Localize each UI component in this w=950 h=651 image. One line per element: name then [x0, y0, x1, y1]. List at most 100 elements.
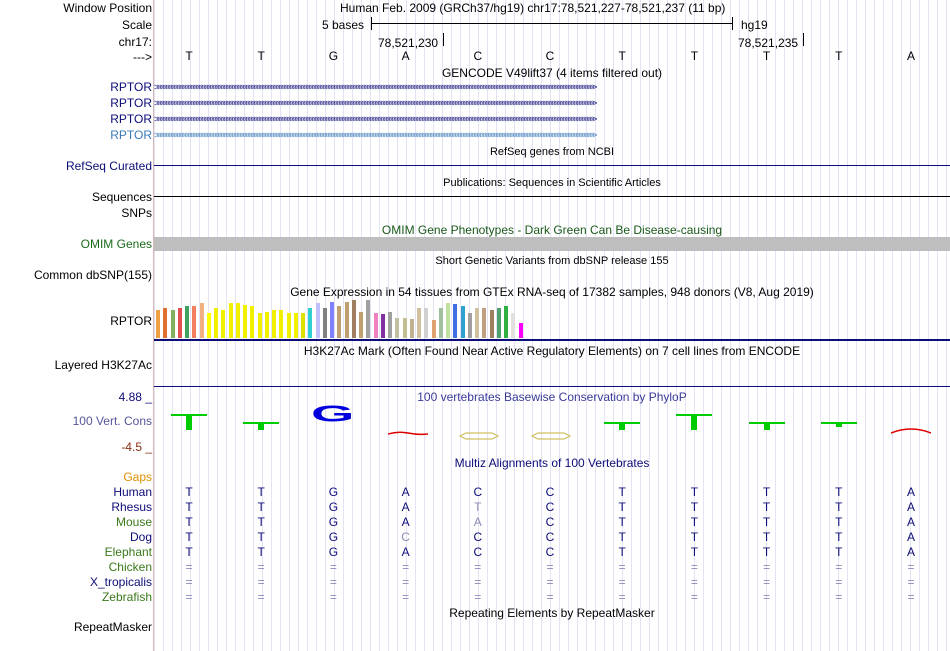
gene-label-rptor-2[interactable]: RPTOR: [110, 96, 152, 110]
gtex-tissue-bar[interactable]: [156, 310, 160, 338]
gtex-tissue-bar[interactable]: [293, 313, 298, 338]
gtex-tissue-bar[interactable]: [250, 306, 255, 338]
gtex-tissue-bar[interactable]: [337, 306, 342, 338]
gtex-tissue-bar[interactable]: [511, 313, 516, 338]
gtex-tissue-bar[interactable]: [446, 303, 450, 338]
gtex-tissue-bar[interactable]: [359, 312, 363, 338]
grid-line: [856, 0, 857, 651]
track-area[interactable]: Human Feb. 2009 (GRCh37/hg19) chr17:78,5…: [154, 0, 950, 651]
gtex-tissue-bar[interactable]: [243, 305, 247, 338]
grid-line: [307, 0, 308, 651]
gtex-tissue-bar[interactable]: [344, 302, 349, 338]
phylop-label[interactable]: 100 Vert. Cons: [72, 414, 152, 428]
gtex-tissue-bar[interactable]: [453, 304, 458, 338]
omim-label[interactable]: OMIM Genes: [80, 237, 152, 251]
grid-line: [847, 0, 848, 651]
gtex-tissue-bar[interactable]: [206, 313, 211, 338]
gene-label-rptor-1[interactable]: RPTOR: [110, 80, 152, 94]
gene-label-rptor-3[interactable]: RPTOR: [110, 112, 152, 126]
gene-model-2[interactable]: >>>>>>>>>>>>>>>>>>>>>>>>>>>>>>>>>>>>>>>>…: [154, 100, 950, 107]
omim-feature-bar[interactable]: [154, 237, 950, 251]
phylop-wave-negative: [387, 426, 428, 440]
grid-line: [874, 0, 875, 651]
gtex-tissue-bar[interactable]: [272, 310, 276, 338]
refseq-gene-line[interactable]: [154, 165, 950, 166]
alignment-base: T: [762, 530, 771, 544]
gtex-tissue-bar[interactable]: [185, 306, 189, 338]
gtex-tissue-bar[interactable]: [170, 310, 175, 338]
alignment-base: T: [690, 530, 699, 544]
gtex-tissue-bar[interactable]: [315, 303, 320, 338]
gtex-tissue-bar[interactable]: [417, 308, 421, 338]
gtex-tissue-bar[interactable]: [199, 303, 204, 338]
gtex-tissue-bar[interactable]: [279, 310, 284, 338]
gene-model-3[interactable]: >>>>>>>>>>>>>>>>>>>>>>>>>>>>>>>>>>>>>>>>…: [154, 116, 950, 123]
alignment-base: =: [690, 575, 698, 589]
gtex-tissue-bar[interactable]: [504, 306, 508, 338]
gtex-tissue-bar[interactable]: [228, 303, 233, 338]
gtex-tissue-bar[interactable]: [214, 308, 218, 338]
gtex-tissue-bar[interactable]: [475, 308, 479, 338]
gtex-tissue-bar[interactable]: [467, 313, 472, 338]
coordinate-230-tick: [443, 33, 444, 46]
gtex-tissue-bar[interactable]: [482, 308, 487, 338]
gtex-tissue-bar[interactable]: [489, 310, 494, 338]
gtex-tissue-bar[interactable]: [330, 302, 334, 338]
gtex-tissue-bar[interactable]: [177, 308, 182, 338]
gtex-tissue-bar[interactable]: [192, 306, 197, 338]
gtex-tissue-bar[interactable]: [257, 313, 262, 338]
gtex-label[interactable]: RPTOR: [110, 314, 152, 328]
publications-line[interactable]: [154, 196, 950, 197]
alignment-base: =: [907, 575, 915, 589]
refseq-label[interactable]: RefSeq Curated: [65, 159, 152, 173]
snps-label[interactable]: SNPs: [121, 206, 152, 220]
gtex-tissue-bar[interactable]: [460, 306, 465, 338]
repeatmasker-track-title: Repeating Elements by RepeatMasker: [449, 606, 655, 620]
gtex-expression-bars[interactable]: [154, 300, 554, 338]
dbsnp-label[interactable]: Common dbSNP(155): [33, 268, 152, 282]
repeatmasker-label[interactable]: RepeatMasker: [73, 620, 152, 634]
alignment-base: T: [762, 485, 771, 499]
gtex-tissue-bar[interactable]: [395, 318, 400, 338]
gtex-tissue-bar[interactable]: [388, 312, 392, 338]
gtex-tissue-bar[interactable]: [380, 314, 385, 338]
gtex-tissue-bar[interactable]: [264, 312, 269, 338]
gtex-tissue-bar[interactable]: [402, 318, 407, 338]
gtex-tissue-bar[interactable]: [409, 319, 414, 338]
gtex-tissue-bar[interactable]: [301, 313, 305, 338]
alignment-row: = = = = = = = = = = =: [154, 590, 950, 604]
gene-model-4[interactable]: >>>>>>>>>>>>>>>>>>>>>>>>>>>>>>>>>>>>>>>>…: [154, 132, 950, 139]
gtex-tissue-bar[interactable]: [431, 320, 436, 338]
base-letter: T: [762, 49, 771, 63]
gtex-tissue-bar[interactable]: [366, 300, 371, 338]
gtex-tissue-bar[interactable]: [373, 313, 378, 338]
alignment-row: = = = = = = = = = = =: [154, 575, 950, 589]
grid-line: [712, 0, 713, 651]
gene-model-1[interactable]: >>>>>>>>>>>>>>>>>>>>>>>>>>>>>>>>>>>>>>>>…: [154, 84, 950, 91]
gtex-tissue-bar[interactable]: [351, 300, 356, 338]
gtex-tissue-bar[interactable]: [322, 308, 327, 338]
gtex-tissue-bar[interactable]: [235, 303, 240, 338]
alignment-base: A: [906, 545, 915, 559]
alignment-base: C: [473, 530, 483, 544]
gtex-tissue-bar[interactable]: [308, 308, 313, 338]
alignment-base: =: [763, 575, 771, 589]
publications-label[interactable]: Sequences: [91, 190, 152, 204]
alignment-base: =: [835, 560, 843, 574]
gene-label-rptor-4[interactable]: RPTOR: [110, 128, 152, 142]
gtex-tissue-bar[interactable]: [518, 323, 523, 338]
gtex-tissue-bar[interactable]: [424, 308, 429, 338]
gtex-tissue-bar[interactable]: [163, 308, 168, 338]
phylop-peak-negative: [890, 424, 932, 438]
gtex-tissue-bar[interactable]: [286, 313, 291, 338]
grid-line: [370, 0, 371, 651]
strand-arrows: >>>>>>>>>>>>>>>>>>>>>>>>>>>>>>>>>>>>>>>>…: [154, 132, 597, 139]
alignment-base: =: [329, 575, 337, 589]
h3k27ac-label[interactable]: Layered H3K27Ac: [54, 358, 152, 372]
gtex-tissue-bar[interactable]: [496, 308, 501, 338]
gtex-tissue-bar[interactable]: [221, 310, 226, 338]
window-position-label: Window Position: [63, 1, 152, 15]
species-label-dog: Dog: [129, 530, 152, 544]
gtex-tissue-bar[interactable]: [438, 308, 443, 338]
